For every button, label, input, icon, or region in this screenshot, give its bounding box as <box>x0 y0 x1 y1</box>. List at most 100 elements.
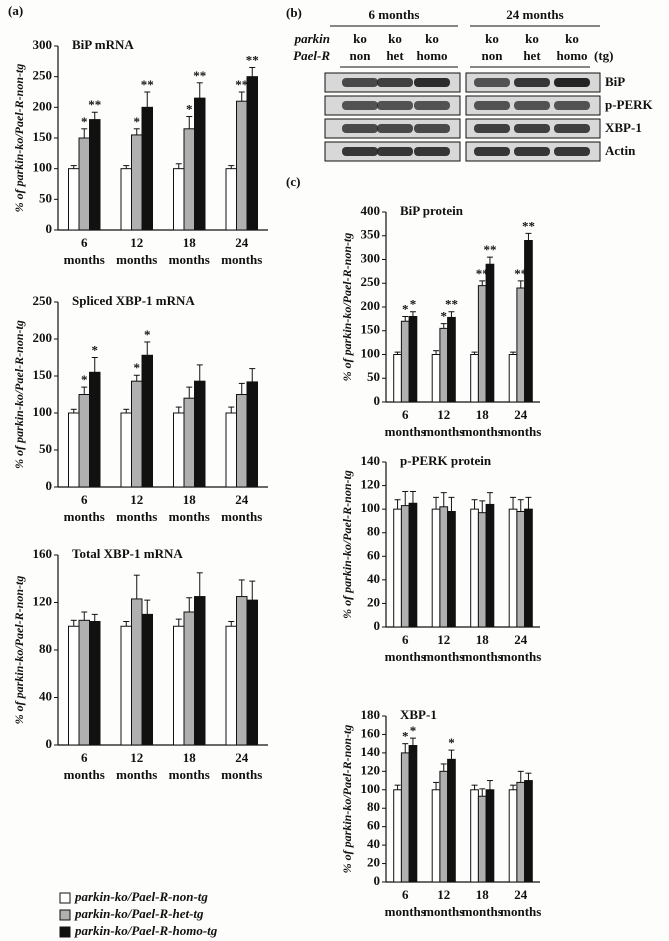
y-tick-label: 0 <box>374 873 381 888</box>
y-tick-label: 200 <box>33 98 53 113</box>
y-tick-label: 120 <box>361 762 381 777</box>
y-tick-label: 50 <box>39 190 52 205</box>
bar <box>132 381 143 487</box>
x-unit-label: months <box>221 767 262 782</box>
blot-band <box>377 147 413 156</box>
bar <box>184 612 195 745</box>
x-unit-label: months <box>221 509 262 524</box>
bar <box>142 614 153 745</box>
x-unit-label: months <box>169 767 210 782</box>
panel-label: (a) <box>8 3 23 18</box>
y-axis-label: % of parkin-ko/Pael-R-non-tg <box>12 576 26 725</box>
x-unit-label: months <box>423 424 464 439</box>
significance-mark: * <box>134 114 141 129</box>
significance-mark: ** <box>193 68 206 83</box>
x-tick-label: 12 <box>130 750 143 765</box>
significance-mark: ** <box>522 218 535 233</box>
y-tick-label: 100 <box>361 500 381 515</box>
x-tick-label: 18 <box>476 632 490 647</box>
y-tick-label: 80 <box>367 524 380 539</box>
bar <box>69 626 80 745</box>
x-unit-label: months <box>116 509 157 524</box>
blot-band <box>377 78 413 87</box>
x-unit-label: months <box>116 252 157 267</box>
bar <box>247 600 258 745</box>
x-tick-label: 24 <box>235 492 249 507</box>
y-tick-label: 300 <box>33 37 53 52</box>
x-unit-label: months <box>385 424 426 439</box>
chart-title: Total XBP-1 mRNA <box>72 546 183 561</box>
bar <box>90 622 101 746</box>
y-tick-label: 40 <box>39 688 52 703</box>
significance-mark: * <box>134 360 141 375</box>
significance-mark: * <box>92 342 99 357</box>
bar <box>79 138 90 230</box>
significance-mark: ** <box>246 52 259 67</box>
bar <box>174 169 185 230</box>
bar <box>237 597 248 745</box>
bar <box>132 599 143 745</box>
y-tick-label: 250 <box>361 274 381 289</box>
x-tick-label: 6 <box>81 492 88 507</box>
bar <box>401 506 409 627</box>
y-tick-label: 100 <box>33 404 53 419</box>
bar <box>448 759 456 882</box>
blot-band <box>554 147 590 156</box>
significance-mark: ** <box>88 97 101 112</box>
bar <box>79 620 90 745</box>
blot-band <box>377 124 413 133</box>
y-tick-label: 0 <box>46 221 53 236</box>
x-tick-label: 12 <box>437 887 450 902</box>
row-label: Pael-R <box>293 48 330 63</box>
bar <box>195 98 206 230</box>
y-tick-label: 0 <box>46 478 53 493</box>
group-label: 6 months <box>369 7 420 22</box>
genotype-label: non <box>482 48 504 63</box>
chart-title: BiP mRNA <box>72 37 134 52</box>
bar <box>142 355 153 487</box>
x-tick-label: 12 <box>130 492 143 507</box>
y-tick-label: 0 <box>46 736 53 751</box>
x-unit-label: months <box>500 424 541 439</box>
x-unit-label: months <box>385 904 426 919</box>
x-tick-label: 18 <box>476 407 490 422</box>
y-axis-label: % of parkin-ko/Pael-R-non-tg <box>12 320 26 469</box>
bar <box>247 77 258 230</box>
bar <box>478 796 486 882</box>
y-tick-label: 180 <box>361 707 381 722</box>
x-unit-label: months <box>500 649 541 664</box>
genotype-label: ko <box>565 31 579 46</box>
y-tick-label: 80 <box>39 641 52 656</box>
bar <box>509 790 517 882</box>
x-unit-label: months <box>64 767 105 782</box>
bar <box>440 507 448 627</box>
x-tick-label: 6 <box>81 750 88 765</box>
bar <box>174 413 185 487</box>
bar <box>448 317 456 402</box>
bar <box>448 512 456 628</box>
bar <box>247 382 258 487</box>
x-unit-label: months <box>462 649 503 664</box>
y-tick-label: 0 <box>374 618 381 633</box>
blot-band <box>474 147 510 156</box>
x-tick-label: 24 <box>235 750 249 765</box>
bar <box>409 317 417 403</box>
y-tick-label: 140 <box>361 744 381 759</box>
blot-band <box>514 147 550 156</box>
blot-band <box>514 78 550 87</box>
y-tick-label: 200 <box>33 330 53 345</box>
bar <box>409 503 417 627</box>
significance-mark: * <box>410 297 417 312</box>
bar <box>525 781 533 882</box>
band-label: XBP-1 <box>605 120 642 135</box>
bar <box>79 395 90 488</box>
genotype-label: ko <box>525 31 539 46</box>
x-tick-label: 12 <box>130 235 143 250</box>
y-tick-label: 50 <box>39 441 52 456</box>
bar <box>478 286 486 402</box>
blot-band <box>514 101 550 110</box>
x-tick-label: 18 <box>476 887 490 902</box>
bar <box>394 355 402 403</box>
x-tick-label: 24 <box>514 632 528 647</box>
y-tick-label: 100 <box>361 781 381 796</box>
